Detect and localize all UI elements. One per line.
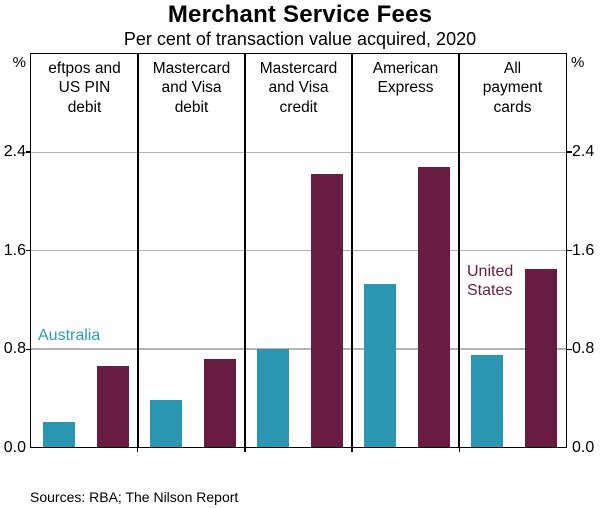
ytick-label-right-0.0: 0.0 (572, 439, 595, 456)
panel-label-line: debit (67, 98, 102, 116)
bar-australia-2 (256, 348, 289, 447)
panel-0: eftpos and US PIN debit (31, 54, 138, 447)
ytick-label-left-0.8: 0.8 (3, 340, 26, 358)
panel-divider-1 (137, 54, 139, 447)
bar-united-states-4 (524, 268, 557, 447)
y-axis-unit-left: % (12, 54, 26, 71)
panel-label-line: credit (279, 98, 318, 116)
bar-australia-1 (149, 400, 182, 447)
chart-subtitle: Per cent of transaction value acquired, … (123, 29, 477, 49)
bar-united-states-2 (310, 174, 343, 447)
panel-divider-2 (244, 54, 246, 447)
ytick-mark-right-0.8 (567, 348, 572, 350)
panel-label-line: Mastercard (152, 60, 231, 77)
ytick-label-left-1.6: 1.6 (3, 241, 26, 259)
panel-2: Mastercard and Visa credit (245, 54, 352, 447)
bottom-tick-2 (244, 447, 246, 452)
bar-united-states-1 (203, 358, 236, 447)
panel-4: All payment cards (459, 54, 566, 447)
sources-note: Sources: RBA; The Nilson Report (30, 489, 239, 505)
bottom-tick-4 (458, 447, 461, 452)
panel-label-2: Mastercard and Visa credit (245, 59, 352, 117)
bottom-tick-1 (136, 447, 139, 452)
panel-label-line: debit (174, 98, 209, 116)
panel-label-line: payment (482, 79, 543, 97)
bar-australia-3 (363, 283, 396, 447)
panel-label-line: and Visa (161, 79, 222, 97)
plot-area: Australia United States eftpos and US PIN… (30, 53, 567, 448)
ytick-label-right-2.4: 2.4 (572, 142, 595, 160)
panel-label-3: American Express (352, 59, 459, 98)
panel-label-line: cards (493, 98, 532, 116)
bottom-tick-3 (351, 447, 353, 452)
panel-label-line: American (372, 60, 439, 77)
ytick-mark-right-1.6 (567, 249, 572, 252)
panel-label-1: Mastercard and Visa debit (138, 59, 245, 117)
panel-label-line: eftpos and (48, 60, 121, 77)
panel-divider-4 (458, 54, 460, 447)
series-label-australia: Australia (38, 327, 101, 344)
panel-label-line: Mastercard (259, 60, 338, 77)
panel-label-4: All payment cards (459, 59, 566, 117)
panel-label-line: All (503, 60, 522, 77)
panel-label-line: US PIN (58, 79, 111, 97)
gridline-0.8 (31, 348, 566, 350)
bar-united-states-0 (96, 365, 129, 447)
series-label-united-states: United States (467, 263, 514, 299)
panel-divider-3 (351, 54, 353, 447)
gridline-2.4 (31, 151, 566, 153)
ytick-mark-left-1.6 (25, 249, 30, 252)
ytick-mark-right-2.4 (567, 151, 572, 153)
ytick-mark-left-0.8 (25, 348, 30, 350)
gridline-1.6 (31, 249, 566, 252)
panel-label-0: eftpos and US PIN debit (31, 59, 138, 117)
ytick-mark-left-2.4 (25, 151, 30, 153)
panel-label-line: Express (377, 79, 434, 97)
panel-1: Mastercard and Visa debit (138, 54, 245, 447)
bar-australia-0 (42, 422, 75, 447)
chart-title: Merchant Service Fees (167, 1, 433, 28)
ytick-label-left-2.4: 2.4 (3, 142, 26, 160)
ytick-label-right-1.6: 1.6 (572, 241, 595, 259)
bar-united-states-3 (417, 167, 450, 447)
panel-3: American Express (352, 54, 459, 447)
bar-australia-4 (470, 354, 503, 447)
y-axis-unit-right: % (571, 54, 585, 71)
ytick-label-left-0.0: 0.0 (3, 439, 26, 456)
panel-label-line: and Visa (268, 79, 329, 97)
ytick-label-right-0.8: 0.8 (572, 340, 595, 358)
